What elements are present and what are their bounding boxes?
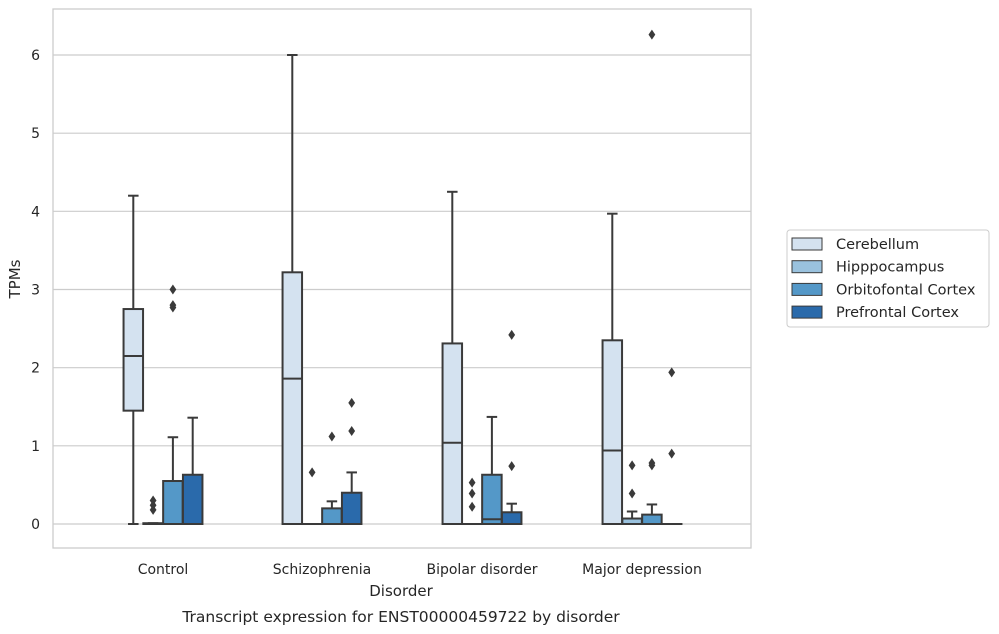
box-body: [441, 342, 464, 525]
outlier-point: [308, 467, 316, 478]
box-body: [181, 473, 204, 526]
box-orbitofontal-cortex: [481, 415, 503, 526]
legend: Cerebellum Hipppocampus Orbitofontal Corte…: [786, 229, 990, 328]
y-tick-label: 3: [31, 283, 40, 299]
outlier-point: [508, 461, 516, 472]
box-body: [162, 480, 184, 525]
outlier-point: [668, 367, 676, 378]
outlier-point: [468, 488, 476, 499]
outlier-point: [628, 460, 636, 471]
outlier-point: [169, 284, 177, 295]
y-tick-label: 0: [31, 517, 40, 533]
box-cerebellum: [122, 194, 145, 525]
outlier-point: [468, 501, 476, 512]
box-series: [122, 29, 683, 526]
x-tick-label: Bipolar disorder: [426, 562, 537, 578]
legend-label: Prefrontal Cortex: [836, 305, 959, 321]
legend-frame: [786, 229, 990, 328]
box-prefrontal-cortex: [500, 329, 523, 526]
x-tick-label: Control: [138, 562, 189, 578]
x-axis-title: Disorder: [369, 582, 433, 600]
box-cerebellum: [441, 190, 464, 525]
y-axis-title: TPMs: [6, 259, 24, 299]
plot-frame: [52, 8, 752, 549]
legend-swatch: [791, 282, 823, 296]
legend-swatch: [791, 237, 823, 251]
outlier-point: [328, 431, 336, 442]
box-orbitofontal-cortex: [641, 29, 663, 525]
box-prefrontal-cortex: [660, 367, 683, 526]
legend-label: Cerebellum: [836, 237, 919, 253]
box-body: [340, 491, 363, 526]
outlier-point: [149, 495, 157, 506]
y-tick-label: 5: [31, 126, 40, 142]
legend-label: Orbitofontal Cortex: [836, 282, 976, 298]
box-body: [281, 271, 304, 526]
y-tick-label: 6: [31, 48, 40, 64]
y-tick-labels: 0 1 2 3 4 5 6: [31, 48, 40, 533]
legend-label: Hipppocampus: [836, 260, 944, 276]
x-tick-label: Schizophrenia: [273, 562, 371, 578]
box-cerebellum: [601, 212, 624, 525]
box-cerebellum: [281, 54, 304, 526]
legend-swatch: [791, 305, 823, 319]
box-body: [481, 473, 503, 526]
outlier-point: [628, 488, 636, 499]
box-body: [321, 507, 343, 526]
box-hipppocampus: [621, 460, 643, 525]
gridlines: [53, 54, 751, 525]
x-tick-labels: Control Schizophrenia Bipolar disorder Majo…: [138, 562, 702, 578]
x-tick-label: Major depression: [582, 562, 702, 578]
y-tick-label: 2: [31, 361, 40, 377]
box-prefrontal-cortex: [340, 397, 363, 526]
y-tick-label: 1: [31, 439, 40, 455]
box-body: [500, 511, 523, 526]
chart-caption: Transcript expression for ENST0000045972…: [181, 608, 620, 626]
outlier-point: [348, 425, 356, 436]
y-tick-label: 4: [31, 204, 40, 220]
plot-background: [53, 9, 751, 548]
outlier-point: [668, 448, 676, 459]
outlier-point: [508, 329, 516, 340]
box-hipppocampus: [461, 477, 483, 526]
outlier-point: [348, 397, 356, 408]
outlier-point: [648, 458, 656, 469]
legend-swatch: [791, 260, 823, 274]
box-body: [641, 513, 663, 525]
outlier-point: [169, 300, 177, 311]
box-body: [122, 308, 145, 412]
outlier-point: [468, 477, 476, 488]
box-body: [601, 339, 624, 525]
box-prefrontal-cortex: [181, 416, 204, 526]
outlier-point: [648, 29, 656, 40]
